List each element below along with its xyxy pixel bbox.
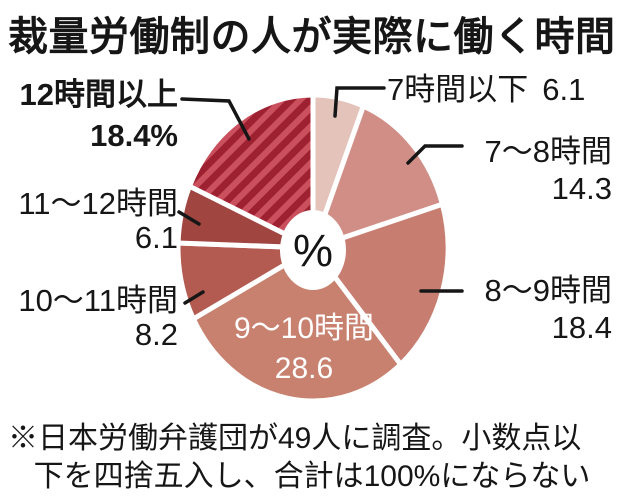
leader-line-12plus — [180, 97, 251, 141]
leader-line-1112 — [177, 210, 201, 226]
pie-slices — [175, 92, 451, 404]
inside-label-910: 9〜10時間 28.6 — [226, 309, 382, 389]
callout-78-value: 14.3 — [551, 171, 612, 206]
callout-7less: 7時間以下 6.1 — [387, 72, 585, 108]
callout-89-label: 8〜9時間 — [484, 273, 612, 308]
callout-89: 8〜9時間 18.4 — [485, 272, 612, 346]
leader-line-1011 — [183, 290, 205, 305]
leader-lines — [177, 86, 464, 305]
footnote-line1: ※日本労働弁護団が49人に調査。小数点以 — [8, 422, 582, 455]
callout-1112: 11〜12時間 6.1 — [14, 187, 178, 255]
inside-label-910-value: 28.6 — [274, 352, 334, 385]
pie-center-disc — [280, 210, 346, 290]
callout-1011-value: 8.2 — [134, 317, 178, 352]
callout-12plus-label: 12時間以上 — [19, 77, 178, 112]
callout-1011-label: 10〜11時間 — [18, 283, 178, 318]
leader-line-78 — [406, 144, 464, 165]
callout-7less-value: 6.1 — [542, 72, 586, 107]
pie-slice-9〜10時間 — [190, 245, 404, 404]
leader-line-7less — [333, 86, 386, 118]
footnote-line2: 下を四捨五入し、合計は100%にならない — [33, 460, 591, 493]
callout-78: 7〜8時間 14.3 — [485, 133, 612, 207]
callout-12plus: 12時間以上 18.4% — [14, 74, 178, 156]
inside-label-910-label: 9〜10時間 — [233, 312, 375, 345]
callout-1112-value: 6.1 — [134, 220, 178, 255]
callout-7less-label: 7時間以下 — [387, 72, 529, 107]
callout-89-value: 18.4 — [551, 310, 612, 345]
pie-center-unit-label: % — [292, 225, 333, 276]
callout-1112-label: 11〜12時間 — [18, 186, 178, 221]
callout-78-label: 7〜8時間 — [484, 134, 612, 169]
chart-title: 裁量労働制の人が実際に働く時間 — [8, 15, 616, 59]
callout-12plus-value: 18.4% — [90, 118, 178, 153]
callout-1011: 10〜11時間 8.2 — [14, 284, 178, 352]
